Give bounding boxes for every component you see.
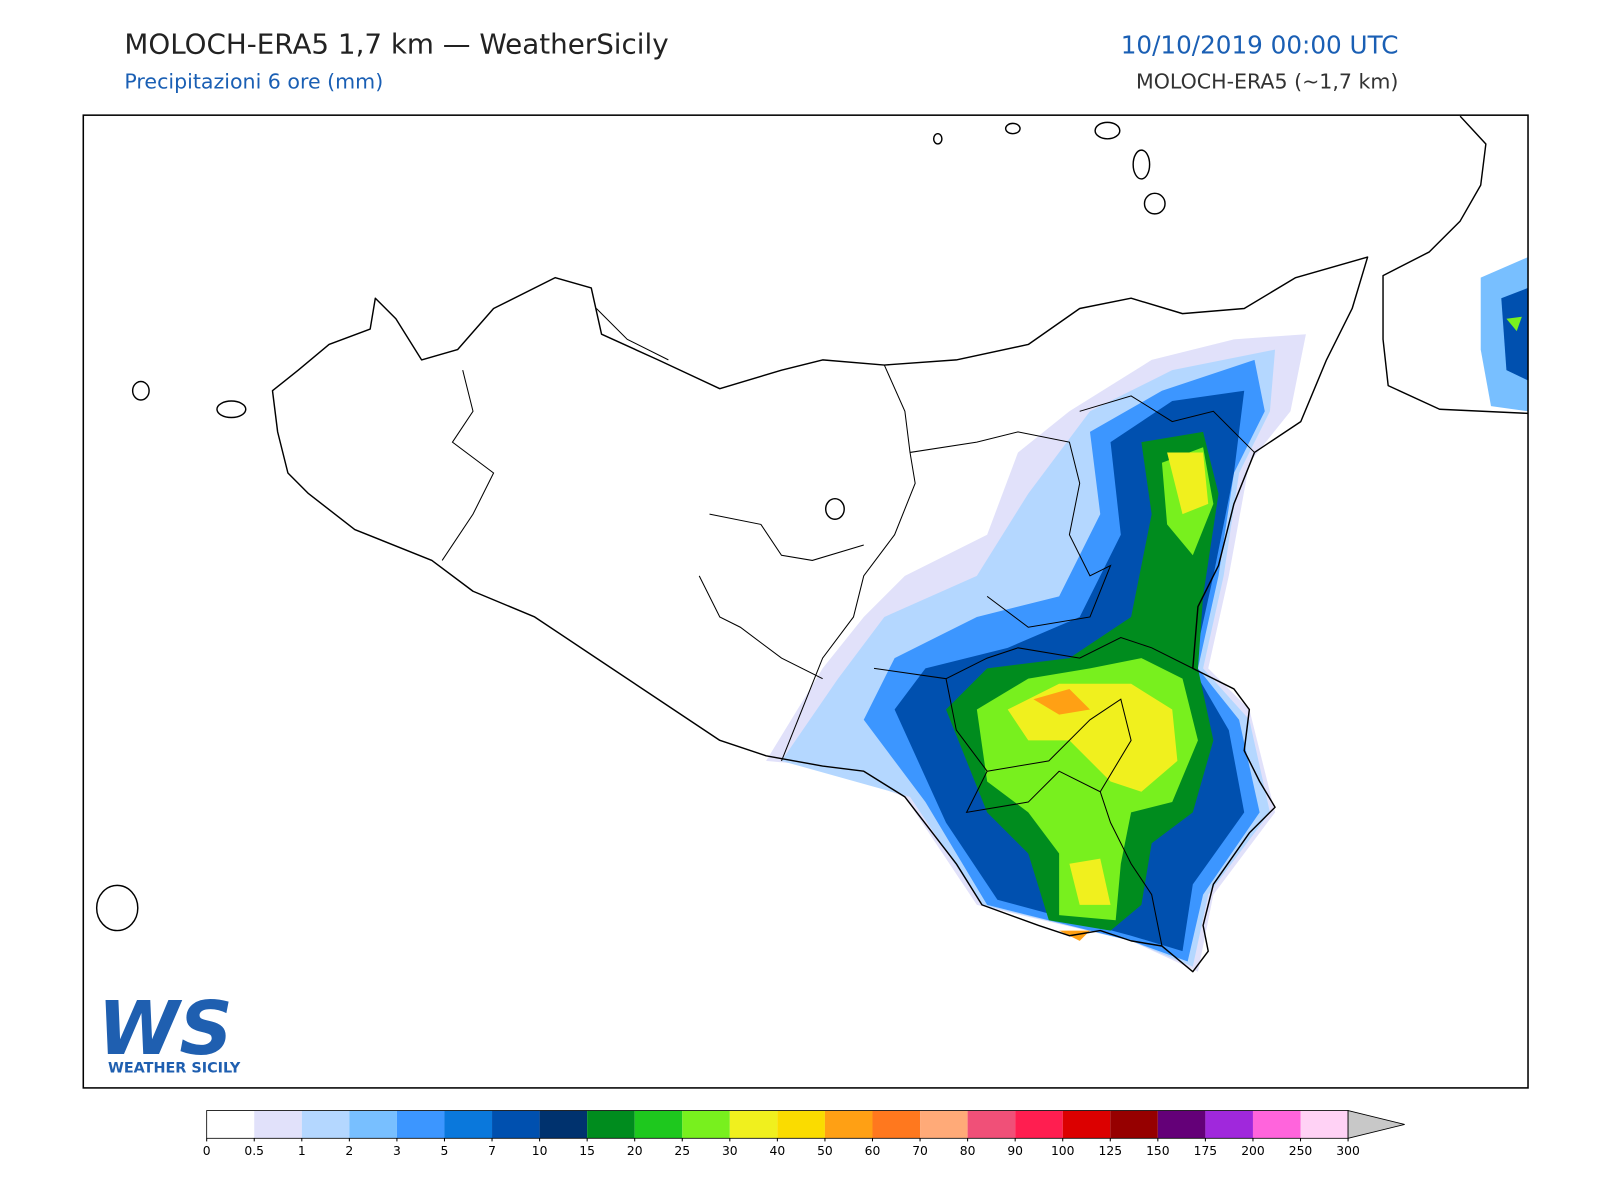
colorbar-segment: [634, 1110, 683, 1139]
colorbar-segment: [444, 1110, 493, 1139]
colorbar-label: 60: [865, 1144, 881, 1158]
precip-area: [1506, 316, 1522, 332]
colorbar-label: 125: [1099, 1144, 1123, 1158]
colorbar-label: 40: [770, 1144, 786, 1158]
colorbar-label: 1: [298, 1144, 306, 1158]
subtitle: Precipitazioni 6 ore (mm): [124, 69, 383, 93]
colorbar-segment: [1252, 1110, 1301, 1139]
colorbar-segment: [1062, 1110, 1111, 1139]
colorbar-segment: [492, 1110, 540, 1139]
colorbar-segment: [872, 1110, 921, 1139]
colorbar-label: 2: [345, 1144, 353, 1158]
precip-area: [1007, 452, 1209, 905]
map-frame: [82, 114, 1529, 1089]
colorbar-segment: [301, 1110, 350, 1139]
colorbar-segment: [682, 1110, 730, 1139]
colorbar-segment: [1015, 1110, 1063, 1139]
colorbar-label: 30: [722, 1144, 738, 1158]
island: [95, 884, 139, 932]
colorbar-label: 175: [1194, 1144, 1218, 1158]
colorbar-segment: [396, 1110, 445, 1139]
colorbar-label: 0.5: [244, 1144, 264, 1158]
precipitation-field: [766, 257, 1529, 972]
colorbar-label: 5: [441, 1144, 449, 1158]
colorbar-label: 3: [393, 1144, 401, 1158]
colorbar-label: 150: [1146, 1144, 1170, 1158]
colorbar-label: 0: [203, 1144, 211, 1158]
island: [1004, 122, 1021, 135]
colorbar-label: 300: [1336, 1144, 1360, 1158]
date: 10/10/2019 00:00 UTC: [1121, 30, 1399, 59]
colorbar-label: 250: [1289, 1144, 1313, 1158]
precip-area: [1501, 287, 1529, 381]
colorbar-segment: [777, 1110, 825, 1139]
island: [932, 132, 943, 145]
island: [1132, 149, 1151, 180]
colorbar-label: 20: [627, 1144, 643, 1158]
colorbar-segment: [254, 1110, 302, 1139]
island: [824, 497, 845, 520]
colorbar-label: 15: [579, 1144, 595, 1158]
colorbar-label: 10: [532, 1144, 548, 1158]
colorbar-label: 90: [1007, 1144, 1023, 1158]
colorbar-label: 7: [488, 1144, 496, 1158]
island: [216, 400, 247, 419]
colorbar-segment: [1205, 1110, 1253, 1139]
colorbar-segment: [349, 1110, 397, 1139]
colorbar-segment: [1157, 1110, 1206, 1139]
map: WS WEATHER SICILY: [82, 114, 1529, 1089]
colorbar-label: 200: [1241, 1144, 1265, 1158]
colorbar: 0 0.5 1 2 3 5 7 10 15 20 25 30 40 50 60 70 80 90 100 125 150…: [203, 1110, 1405, 1158]
colorbar-segment: [587, 1110, 635, 1139]
logo: WS WEATHER SICILY: [98, 986, 241, 1077]
colorbar-extend: [1347, 1110, 1405, 1139]
logo-letters: WS: [98, 986, 233, 1072]
colorbar-segment: [729, 1110, 778, 1139]
colorbar-label: 25: [674, 1144, 690, 1158]
colorbar-segment: [967, 1110, 1016, 1139]
island: [1143, 192, 1166, 215]
province-boundary: [441, 308, 1255, 947]
colorbar-segment: [539, 1110, 588, 1139]
colorbar-segment: [1110, 1110, 1158, 1139]
colorbar-segment: [1300, 1110, 1349, 1139]
colorbar-label: 80: [960, 1144, 976, 1158]
map-background: [83, 115, 1529, 1088]
sicily-coast: [271, 256, 1369, 973]
colorbar-label: 70: [912, 1144, 928, 1158]
island: [1094, 121, 1121, 140]
calabria-coast: [1382, 115, 1529, 415]
model: MOLOCH-ERA5 (~1,7 km): [1136, 69, 1398, 93]
colorbar-label: 50: [817, 1144, 833, 1158]
island: [131, 380, 150, 401]
colorbar-label: 100: [1051, 1144, 1075, 1158]
logo-name: WEATHER SICILY: [108, 1060, 241, 1076]
colorbar-segment: [920, 1110, 968, 1139]
title: MOLOCH-ERA5 1,7 km — WeatherSicily: [124, 27, 668, 60]
colorbar-segment: [206, 1110, 255, 1139]
colorbar-segment: [824, 1110, 873, 1139]
